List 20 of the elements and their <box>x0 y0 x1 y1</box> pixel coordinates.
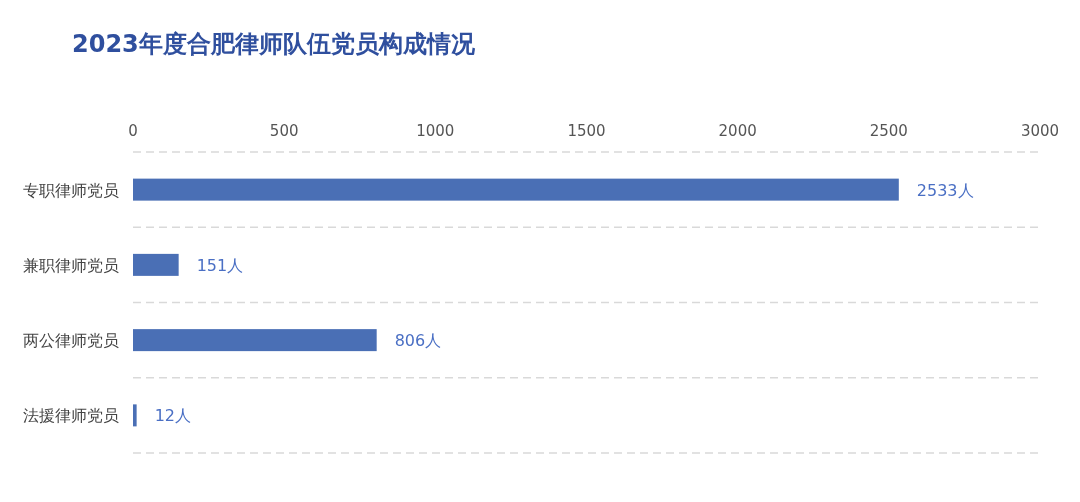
x-tick-label: 0 <box>128 122 138 140</box>
bar <box>133 329 377 352</box>
data-label: 2533人 <box>916 180 974 200</box>
x-tick-label: 2500 <box>869 122 908 140</box>
x-tick-label: 2000 <box>718 122 757 140</box>
y-tick-label: 两公律师党员 <box>23 331 119 351</box>
x-tick-label: 500 <box>269 122 299 140</box>
bar <box>133 404 137 427</box>
x-tick-label: 3000 <box>1020 122 1060 140</box>
y-tick-label: 法援律师党员 <box>23 406 119 426</box>
data-label: 806人 <box>394 331 442 351</box>
data-label: 12人 <box>154 406 191 426</box>
bar <box>133 178 899 201</box>
chart-title: 2023年度合肥律师队伍党员构成情况 <box>72 30 476 58</box>
y-tick-label: 专职律师党员 <box>23 180 119 200</box>
x-tick-label: 1500 <box>567 122 606 140</box>
bar <box>133 253 179 276</box>
data-label: 151人 <box>196 255 244 275</box>
y-tick-label: 兼职律师党员 <box>23 255 119 275</box>
x-tick-label: 1000 <box>416 122 455 140</box>
